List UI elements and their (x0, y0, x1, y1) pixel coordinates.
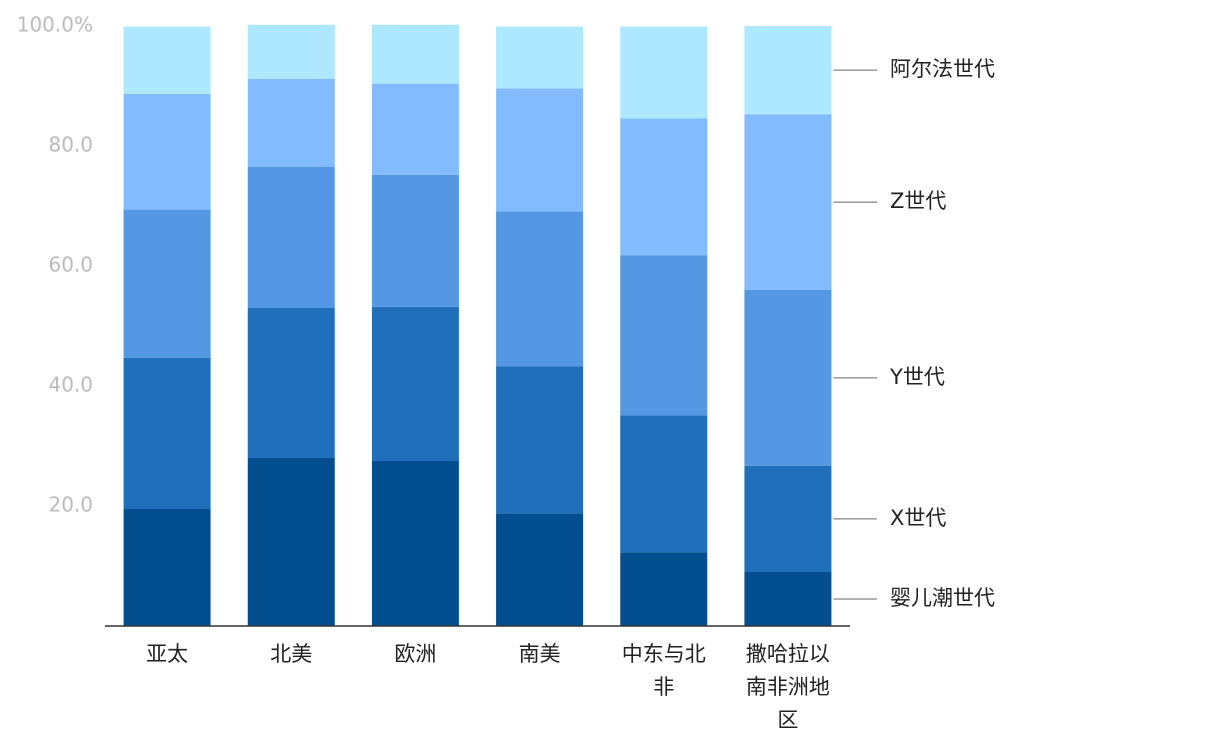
y-tick-label: 40.0 (48, 373, 93, 397)
bar-segment (744, 465, 832, 572)
legend-label: 婴儿潮世代 (890, 586, 995, 610)
bar-segment (371, 174, 459, 307)
legend-label: Z世代 (890, 189, 946, 213)
bar-segment (620, 552, 708, 626)
bar-segment (620, 255, 708, 416)
legend-label: Y世代 (889, 365, 945, 389)
bar-segment (496, 513, 584, 626)
x-tick-label: 亚太 (146, 642, 189, 666)
bar-segment (744, 290, 832, 466)
bar-segment (247, 78, 335, 167)
bar-segment (620, 26, 708, 119)
legend-label: X世代 (890, 506, 946, 530)
x-tick-label: 北美 (270, 642, 313, 666)
x-tick-label: 南美 (518, 642, 561, 666)
y-tick-label: 80.0 (48, 133, 93, 157)
bar-segment (247, 167, 335, 308)
bar-segment (744, 114, 832, 290)
y-tick-label: 60.0 (48, 253, 93, 277)
bar-segment (123, 93, 211, 210)
bar-segment (496, 88, 584, 212)
bar-segment (371, 306, 459, 461)
bar-segment (247, 458, 335, 626)
bar-segment (123, 209, 211, 358)
bar-segment (123, 509, 211, 626)
legend-label: 阿尔法世代 (890, 57, 995, 81)
bar-segment (247, 308, 335, 458)
x-tick-label: 中东与北非 (621, 642, 706, 699)
bar-segment (123, 357, 211, 509)
bar-segment (371, 461, 459, 626)
bar-segment (371, 83, 459, 175)
bar-segment (247, 24, 335, 79)
y-tick-label: 100.0% (17, 13, 93, 37)
x-tick-label: 撒哈拉以南非洲地区 (745, 642, 830, 732)
y-tick-label: 20.0 (48, 493, 93, 517)
bar-segment (620, 415, 708, 553)
bar-segment (496, 211, 584, 367)
bar-segment (371, 24, 459, 84)
bar-segment (496, 366, 584, 514)
bar-segment (123, 26, 211, 94)
bar-segment (744, 572, 832, 626)
bar-segment (620, 118, 708, 256)
x-tick-label: 欧洲 (394, 642, 437, 666)
bar-segment (744, 26, 832, 115)
bar-segment (496, 26, 584, 89)
